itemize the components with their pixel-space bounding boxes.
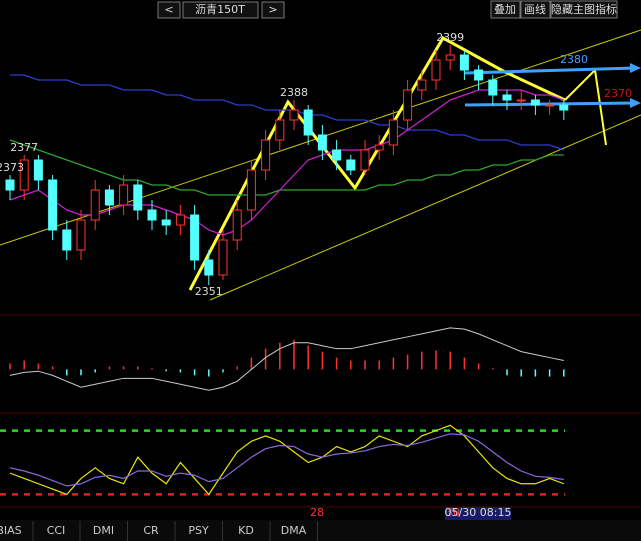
candle-body [48, 179, 58, 231]
candle-body [374, 144, 384, 151]
arrow-head [630, 98, 641, 108]
candle-body [119, 184, 129, 206]
candle-body [147, 209, 157, 221]
candle-body [488, 79, 498, 96]
toolbar-button[interactable] [520, 0, 551, 19]
moving-average [9, 89, 564, 236]
candle-body [90, 189, 100, 221]
candle-body [317, 134, 327, 151]
tab[interactable]: BIAS [0, 524, 22, 537]
candle-body [161, 219, 171, 226]
symbol-box[interactable] [182, 1, 259, 19]
candle-body [431, 59, 441, 81]
candle-body [417, 79, 427, 91]
candle-body [289, 109, 299, 121]
time-label: 30 [446, 506, 460, 519]
candle-body [19, 159, 29, 191]
candle-body [104, 189, 114, 206]
candle-body [275, 119, 285, 141]
tab[interactable]: CR [143, 524, 159, 537]
next-button[interactable] [261, 1, 285, 19]
wave-line [188, 35, 566, 291]
candle-body [175, 214, 185, 226]
candle-body [261, 139, 271, 171]
toolbar-button-label[interactable]: 画线 [524, 2, 546, 16]
candle-body [332, 149, 342, 161]
arrow-head [630, 63, 641, 73]
candle-body [360, 149, 370, 171]
candle-body [76, 219, 86, 251]
candle-body [445, 54, 455, 61]
price-label: 2373 [0, 161, 24, 174]
prev-button[interactable] [157, 1, 181, 19]
candle-body [218, 239, 228, 276]
price-label: 2388 [280, 86, 308, 99]
tab[interactable]: CCI [47, 524, 66, 537]
toolbar-button[interactable] [490, 0, 521, 19]
prev-label[interactable]: < [164, 3, 173, 16]
candle-body [232, 209, 242, 241]
time-label: 28 [310, 506, 324, 519]
moving-average [9, 139, 564, 196]
candle-body [474, 69, 484, 81]
price-label: 2351 [195, 285, 223, 298]
candle-body [346, 159, 356, 171]
candle-body [530, 99, 540, 106]
channel-line [209, 114, 641, 301]
symbol-label[interactable]: 沥青150T [195, 3, 245, 16]
candle-body [190, 214, 200, 261]
candle-body [545, 104, 555, 107]
tab[interactable]: KD [238, 524, 254, 537]
target-label: 2380 [560, 53, 588, 66]
candle-body [559, 104, 569, 111]
candle-body [388, 119, 398, 146]
next-label[interactable]: > [268, 3, 277, 16]
candle-body [133, 184, 143, 211]
price-label: 2377 [10, 141, 38, 154]
tab[interactable]: PSY [188, 524, 209, 537]
target-arrow [464, 66, 636, 75]
candle-body [403, 89, 413, 121]
candle-body [502, 94, 512, 101]
tab[interactable]: DMI [93, 524, 114, 537]
moving-average [10, 74, 564, 151]
toolbar-button[interactable] [550, 0, 618, 19]
candle-body [33, 159, 43, 181]
toolbar-button-label[interactable]: 叠加 [494, 3, 516, 16]
candle-body [246, 169, 256, 211]
target-label: 2370 [604, 87, 632, 100]
tab[interactable]: DMA [281, 524, 307, 537]
tab-bar [0, 520, 641, 541]
kd-line [9, 433, 564, 487]
candle-body [516, 99, 526, 102]
macd-line [9, 327, 564, 391]
cursor-time-box [445, 507, 511, 520]
candle-body [5, 179, 15, 191]
toolbar-button-label[interactable]: 隐藏主图指标 [551, 2, 617, 16]
candle-body [459, 54, 469, 71]
price-label: 2399 [436, 31, 464, 44]
candle-body [204, 259, 214, 276]
candle-body [62, 229, 72, 251]
candle-body [303, 109, 313, 136]
time-label: 05/30 08:15 [445, 506, 512, 519]
